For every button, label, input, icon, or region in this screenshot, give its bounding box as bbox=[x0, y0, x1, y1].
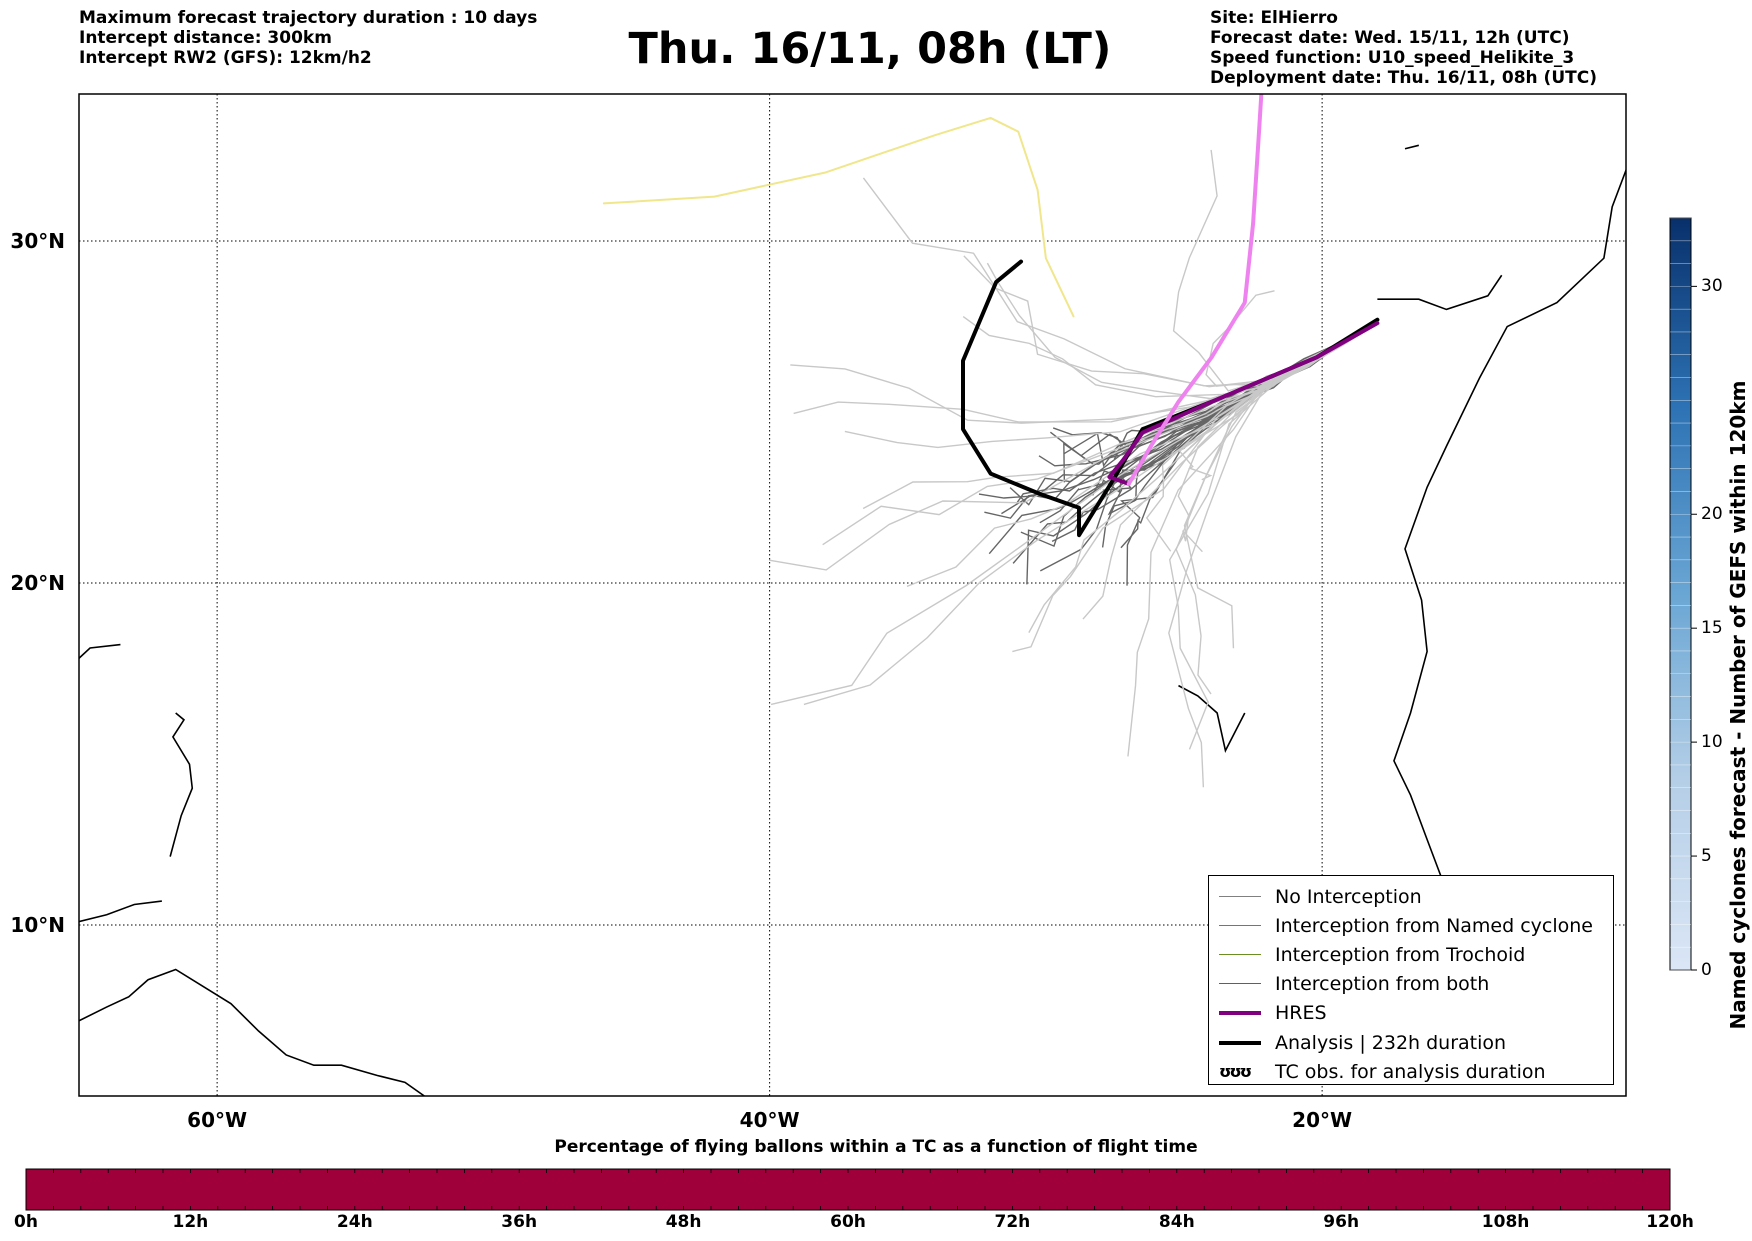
cyclone-tick-label: 5 bbox=[1701, 846, 1712, 867]
cyclone-tick-label: 10 bbox=[1701, 732, 1723, 753]
legend-item: Analysis | 232h duration bbox=[1219, 1028, 1613, 1057]
highlighted-trajectories bbox=[602, 94, 1380, 538]
legend-item: Interception from Named cyclone bbox=[1219, 911, 1613, 940]
percentage-tick-label: 120h bbox=[1646, 1212, 1694, 1232]
coastline bbox=[79, 643, 121, 659]
legend-label: Analysis | 232h duration bbox=[1275, 1031, 1507, 1054]
header-info-right: Site: ElHierro Forecast date: Wed. 15/11,… bbox=[1210, 8, 1597, 88]
x-tick-label: 40°W bbox=[740, 1108, 800, 1132]
cyclone-colorbar-label: Named cyclones forecast - Number of GEFS… bbox=[1726, 380, 1750, 1030]
legend-label: HRES bbox=[1275, 1002, 1327, 1025]
chart-title: Thu. 16/11, 08h (LT) bbox=[628, 24, 1112, 74]
legend-item: Interception from both bbox=[1219, 970, 1613, 999]
ensemble-trajectory bbox=[1120, 322, 1378, 586]
coastline bbox=[1393, 167, 1626, 994]
ensemble-trajectory bbox=[862, 177, 1378, 387]
percentage-tick-label: 24h bbox=[336, 1212, 373, 1232]
legend-label: No Interception bbox=[1275, 885, 1422, 908]
legend-item: Interception from Trochoid bbox=[1219, 940, 1613, 969]
ensemble-trajectory bbox=[906, 322, 1378, 588]
trajectory-extra bbox=[1126, 94, 1264, 486]
y-tick-label: 10°N bbox=[10, 913, 65, 937]
coastlines bbox=[79, 144, 1626, 1096]
header-right-line: Site: ElHierro bbox=[1210, 8, 1338, 28]
header-left-line: Maximum forecast trajectory duration : 1… bbox=[79, 8, 538, 28]
legend-label: TC obs. for analysis duration bbox=[1275, 1060, 1546, 1083]
legend-swatch bbox=[1219, 918, 1261, 934]
legend-swatch bbox=[1219, 976, 1261, 992]
x-tick-label: 20°W bbox=[1292, 1108, 1352, 1132]
ensemble-trajectory bbox=[1168, 322, 1378, 788]
header-left-line: Intercept distance: 300km bbox=[79, 28, 332, 48]
legend-item: ʊʊʊ TC obs. for analysis duration bbox=[1219, 1057, 1613, 1086]
trajectory-hres bbox=[1107, 321, 1380, 486]
legend-label: Interception from Trochoid bbox=[1275, 943, 1526, 966]
legend-label: Interception from Named cyclone bbox=[1275, 914, 1593, 937]
cyclone-tick-label: 0 bbox=[1701, 960, 1712, 980]
legend-item: No Interception bbox=[1219, 882, 1613, 911]
ensemble-trajectory bbox=[770, 322, 1378, 706]
coastline bbox=[79, 900, 162, 923]
percentage-colorbar-title: Percentage of flying ballons within a TC… bbox=[554, 1137, 1198, 1157]
axis-ticks: 60°W 40°W 20°W 10°N 20°N 30°N bbox=[10, 229, 1352, 1132]
legend-swatch bbox=[1219, 1005, 1261, 1021]
percentage-tick-label: 0h bbox=[14, 1212, 38, 1232]
cyclone-tick-label: 30 bbox=[1701, 276, 1723, 297]
ensemble-trajectory bbox=[963, 255, 1378, 388]
ensemble-trajectory bbox=[844, 322, 1378, 449]
header-left-line: Intercept RW2 (GFS): 12km/h2 bbox=[79, 48, 372, 68]
ensemble-trajectory bbox=[769, 322, 1378, 571]
legend-label: Interception from both bbox=[1275, 973, 1490, 996]
percentage-tick-label: 36h bbox=[501, 1212, 538, 1232]
cyclone-tick-label: 15 bbox=[1701, 618, 1723, 639]
cyclone-colorbar bbox=[1669, 217, 1692, 971]
percentage-tick-label: 96h bbox=[1323, 1212, 1360, 1232]
percentage-tick-label: 108h bbox=[1481, 1212, 1530, 1232]
ensemble-trajectory bbox=[1177, 322, 1378, 553]
legend: No Interception Interception from Named c… bbox=[1208, 875, 1614, 1085]
legend-swatch bbox=[1219, 947, 1261, 963]
legend-swatch bbox=[1219, 889, 1261, 905]
tc-symbol-icon: ʊʊʊ bbox=[1219, 1062, 1252, 1082]
header-right-line: Speed function: U10_speed_Helikite_3 bbox=[1210, 48, 1575, 68]
coastline bbox=[1178, 684, 1246, 753]
coastline bbox=[1377, 274, 1503, 311]
cyclone-tick-label: 20 bbox=[1701, 504, 1723, 525]
percentage-tick-label: 60h bbox=[830, 1212, 866, 1232]
y-tick-label: 20°N bbox=[10, 571, 65, 595]
x-tick-label: 60°W bbox=[187, 1108, 247, 1132]
header-info-left: Maximum forecast trajectory duration : 1… bbox=[79, 8, 537, 68]
percentage-colorbar-ticks bbox=[25, 1169, 1671, 1210]
percentage-colorbar bbox=[25, 1168, 1671, 1211]
coastline bbox=[1404, 144, 1420, 150]
header-right-line: Forecast date: Wed. 15/11, 12h (UTC) bbox=[1210, 28, 1570, 48]
ensemble-trajectory bbox=[1172, 149, 1378, 392]
header-right-line: Deployment date: Thu. 16/11, 08h (UTC) bbox=[1210, 68, 1597, 88]
percentage-tick-label: 12h bbox=[172, 1212, 209, 1232]
percentage-tick-label: 84h bbox=[1158, 1212, 1195, 1232]
map-frame bbox=[78, 93, 1627, 1097]
ensemble-trajectory bbox=[986, 262, 1378, 400]
ensemble-trajectories bbox=[769, 149, 1378, 788]
percentage-tick-label: 48h bbox=[665, 1212, 702, 1232]
percentage-tick-label: 72h bbox=[994, 1212, 1031, 1232]
coastline bbox=[169, 712, 194, 857]
y-tick-label: 30°N bbox=[10, 229, 65, 253]
cyclone-colorbar-ticks bbox=[1670, 217, 1697, 971]
trajectory-extra bbox=[602, 116, 1075, 318]
coastline bbox=[79, 968, 425, 1096]
legend-item: HRES bbox=[1219, 999, 1613, 1028]
legend-swatch bbox=[1219, 1035, 1261, 1051]
